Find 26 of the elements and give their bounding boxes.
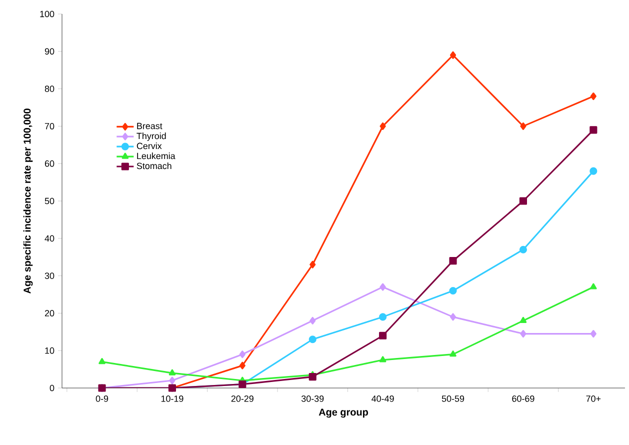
x-tick-label: 30-39 (301, 396, 324, 402)
x-tick-label: 50-59 (442, 396, 464, 402)
x-axis-title: Age group (318, 408, 368, 418)
y-tick-label: 30 (44, 272, 54, 279)
y-tick-label: 50 (44, 198, 54, 204)
y-tick-label: 60 (44, 160, 54, 167)
y-tick-label: 0 (50, 384, 54, 392)
legend-label: Cervix (136, 142, 162, 150)
legend-label: Thyroid (136, 132, 166, 141)
y-tick-label: 70 (44, 123, 54, 130)
x-tick-label: 60-69 (512, 396, 534, 402)
x-tick-label: 40-49 (372, 396, 394, 402)
legend-label: Breast (137, 122, 162, 130)
legend-label: Stomach (136, 162, 172, 170)
x-tick-label: 70+ (586, 396, 601, 402)
legend-label: Leukemia (137, 152, 176, 160)
y-tick-label: 10 (45, 347, 54, 354)
y-tick-label: 40 (44, 235, 54, 242)
x-tick-label: 20-29 (231, 396, 254, 402)
y-tick-label: 20 (44, 310, 54, 316)
x-tick-label: 10-19 (161, 396, 184, 402)
x-tick-label: 0-9 (96, 396, 108, 402)
y-tick-label: 80 (44, 86, 54, 92)
y-tick-label: 90 (44, 48, 54, 55)
y-axis-title: Age specific incidence rate per 100,000 (23, 108, 33, 294)
y-tick-label: 100 (40, 10, 54, 18)
